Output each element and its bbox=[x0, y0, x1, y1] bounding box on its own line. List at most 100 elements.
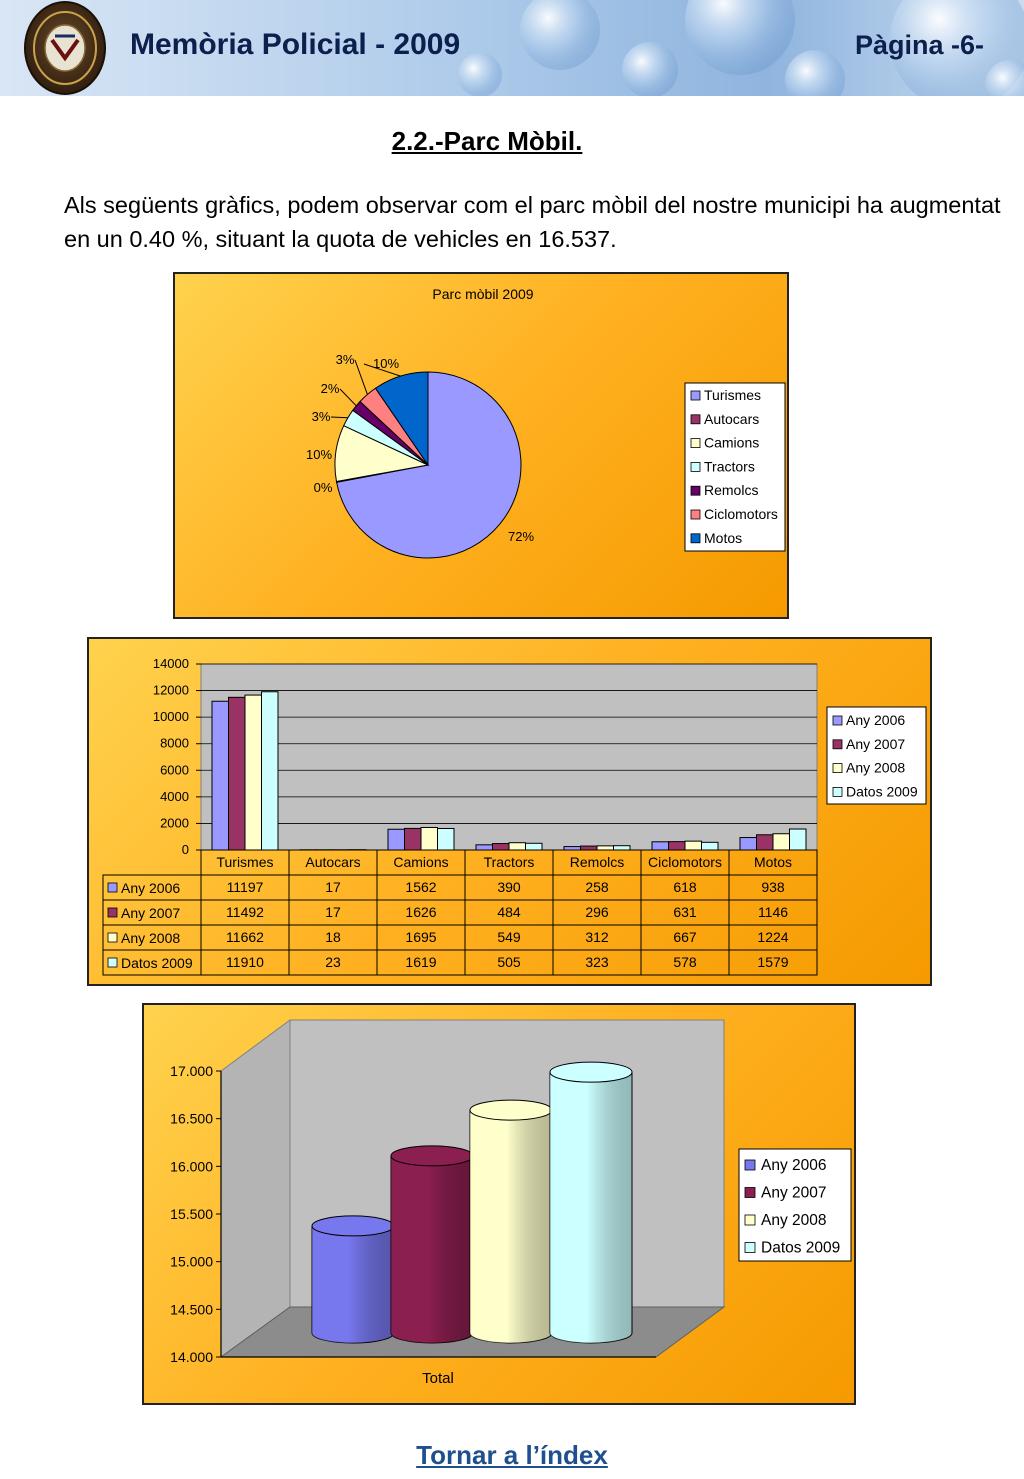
cylinder-shade bbox=[391, 1155, 473, 1343]
legend-swatch bbox=[690, 485, 701, 496]
pie-leader-line bbox=[339, 388, 357, 407]
y-tick-label: 6000 bbox=[160, 762, 189, 777]
legend-label: Camions bbox=[704, 435, 759, 451]
pie-slice-motos bbox=[374, 371, 429, 467]
table-cell: 11662 bbox=[226, 929, 264, 945]
table-cell: 578 bbox=[673, 954, 697, 970]
table-cell: 484 bbox=[497, 904, 521, 920]
legend-swatch bbox=[744, 1214, 756, 1226]
legend-label: Turismes bbox=[704, 387, 761, 403]
y-tick-label: 14000 bbox=[153, 656, 189, 671]
x-category-label: Ciclomotors bbox=[648, 854, 722, 870]
table-cell: 1579 bbox=[757, 954, 788, 970]
bar-turismes-0 bbox=[211, 700, 229, 851]
cylinder-shade bbox=[470, 1110, 552, 1343]
table-series-swatch bbox=[107, 957, 118, 968]
legend-label: Autocars bbox=[704, 411, 759, 427]
bar-remolcs-0 bbox=[563, 846, 581, 851]
bar-plot-area bbox=[200, 663, 818, 851]
table-cell: 1626 bbox=[405, 904, 436, 920]
table-row bbox=[102, 874, 818, 901]
table-cell: 1146 bbox=[758, 904, 788, 920]
bar-camions-3 bbox=[437, 827, 455, 851]
pie-percent-label: 10% bbox=[306, 447, 332, 462]
table-series-label: Datos 2009 bbox=[121, 955, 193, 971]
legend-label: Any 2007 bbox=[761, 1185, 827, 1202]
table-series-swatch bbox=[107, 882, 118, 893]
page-header: Memòria Policial - 2009 Pàgina -6- bbox=[0, 0, 1024, 96]
header-title: Memòria Policial - 2009 bbox=[130, 28, 461, 61]
cylinder-top-3 bbox=[549, 1061, 633, 1083]
y-tick-label: 0 bbox=[182, 842, 189, 857]
bar-tractors-2 bbox=[508, 842, 526, 851]
table-cell: 17 bbox=[325, 904, 341, 920]
y-tick-label: 12000 bbox=[153, 683, 189, 698]
y-tick-label: 14.000 bbox=[170, 1349, 213, 1365]
legend-swatch bbox=[690, 438, 701, 449]
table-cell: 296 bbox=[585, 904, 609, 920]
pie-leader-line bbox=[363, 363, 401, 377]
pie-leader-line bbox=[330, 416, 348, 419]
bar-remolcs-1 bbox=[580, 845, 598, 851]
cylinder-top-0 bbox=[311, 1215, 395, 1237]
cylinder-chart: 14.000 14.500 15.000 15.500 16.000 16.500 17.0… bbox=[170, 1019, 852, 1387]
bar-ciclomotors-1 bbox=[668, 841, 686, 851]
table-cell: 312 bbox=[585, 929, 609, 945]
table-cell: 505 bbox=[497, 954, 521, 970]
table-cell: 1695 bbox=[405, 929, 436, 945]
table-series-swatch bbox=[107, 932, 118, 943]
x-category-label: Camions bbox=[393, 854, 448, 870]
bar-ciclomotors-3 bbox=[701, 841, 719, 851]
pie-chart-title: Parc mòbil 2009 bbox=[432, 286, 533, 302]
table-row bbox=[102, 899, 818, 926]
pie-chart: Parc mòbil 2009 72% 0% 10% 3% 2% 3% 10% Turism… bbox=[306, 286, 786, 559]
back-to-index-link[interactable]: Tornar a l’índex bbox=[416, 1440, 608, 1470]
table-cell: 390 bbox=[497, 879, 521, 895]
bar-motos-1 bbox=[756, 834, 774, 851]
bar-motos-2 bbox=[772, 833, 790, 851]
legend-swatch bbox=[832, 763, 843, 773]
bar-motos-0 bbox=[739, 837, 757, 851]
x-category-label: Turismes bbox=[216, 854, 273, 870]
table-cell: 1224 bbox=[757, 929, 788, 945]
y-tick-label: 16.000 bbox=[170, 1158, 213, 1174]
pie-percent-label: 0% bbox=[314, 480, 333, 495]
pie-percent-label: 3% bbox=[312, 409, 331, 424]
police-badge-icon bbox=[24, 1, 106, 95]
bar-legend-box bbox=[826, 706, 927, 805]
x-category-label: Autocars bbox=[305, 854, 360, 870]
bar-turismes-3 bbox=[261, 691, 279, 851]
bar-chart-container: 0 2000 4000 6000 8000 10000 12000 14000 Turisme… bbox=[87, 637, 932, 986]
bar-camions-1 bbox=[404, 827, 422, 851]
y-tick-label: 8000 bbox=[160, 736, 189, 751]
pie-legend-box bbox=[684, 382, 786, 552]
bar-turismes-1 bbox=[228, 696, 246, 851]
legend-label: Datos 2009 bbox=[761, 1240, 840, 1257]
pie-percent-label: 2% bbox=[321, 381, 340, 396]
table-cell: 323 bbox=[585, 954, 609, 970]
legend-label: Any 2008 bbox=[761, 1212, 827, 1229]
legend-swatch bbox=[744, 1242, 756, 1253]
pie-chart-container: Parc mòbil 2009 72% 0% 10% 3% 2% 3% 10% Turism… bbox=[173, 272, 789, 619]
table-row bbox=[102, 949, 818, 976]
legend-label: Datos 2009 bbox=[846, 783, 918, 799]
header-background bbox=[0, 0, 1024, 96]
x-category-label: Tractors bbox=[484, 854, 535, 870]
intro-paragraph: Als següents gràfics, podem observar com… bbox=[64, 192, 1001, 252]
legend-label: Any 2006 bbox=[761, 1157, 827, 1174]
table-cell: 549 bbox=[497, 929, 521, 945]
table-cell: 18 bbox=[325, 929, 341, 945]
table-row bbox=[102, 924, 818, 951]
legend-swatch bbox=[690, 533, 701, 544]
table-cell: 938 bbox=[761, 879, 785, 895]
legend-swatch bbox=[690, 461, 701, 472]
bar-remolcs-3 bbox=[613, 845, 631, 851]
bar-tractors-3 bbox=[525, 842, 543, 851]
bar-remolcs-2 bbox=[596, 845, 614, 851]
cylinder-side-wall bbox=[220, 1019, 291, 1358]
y-tick-label: 17.000 bbox=[170, 1063, 213, 1079]
table-cell: 17 bbox=[325, 879, 341, 895]
legend-label: Any 2006 bbox=[846, 712, 905, 728]
bar-chart: 0 2000 4000 6000 8000 10000 12000 14000 Turisme… bbox=[102, 656, 927, 976]
legend-swatch bbox=[832, 786, 843, 797]
